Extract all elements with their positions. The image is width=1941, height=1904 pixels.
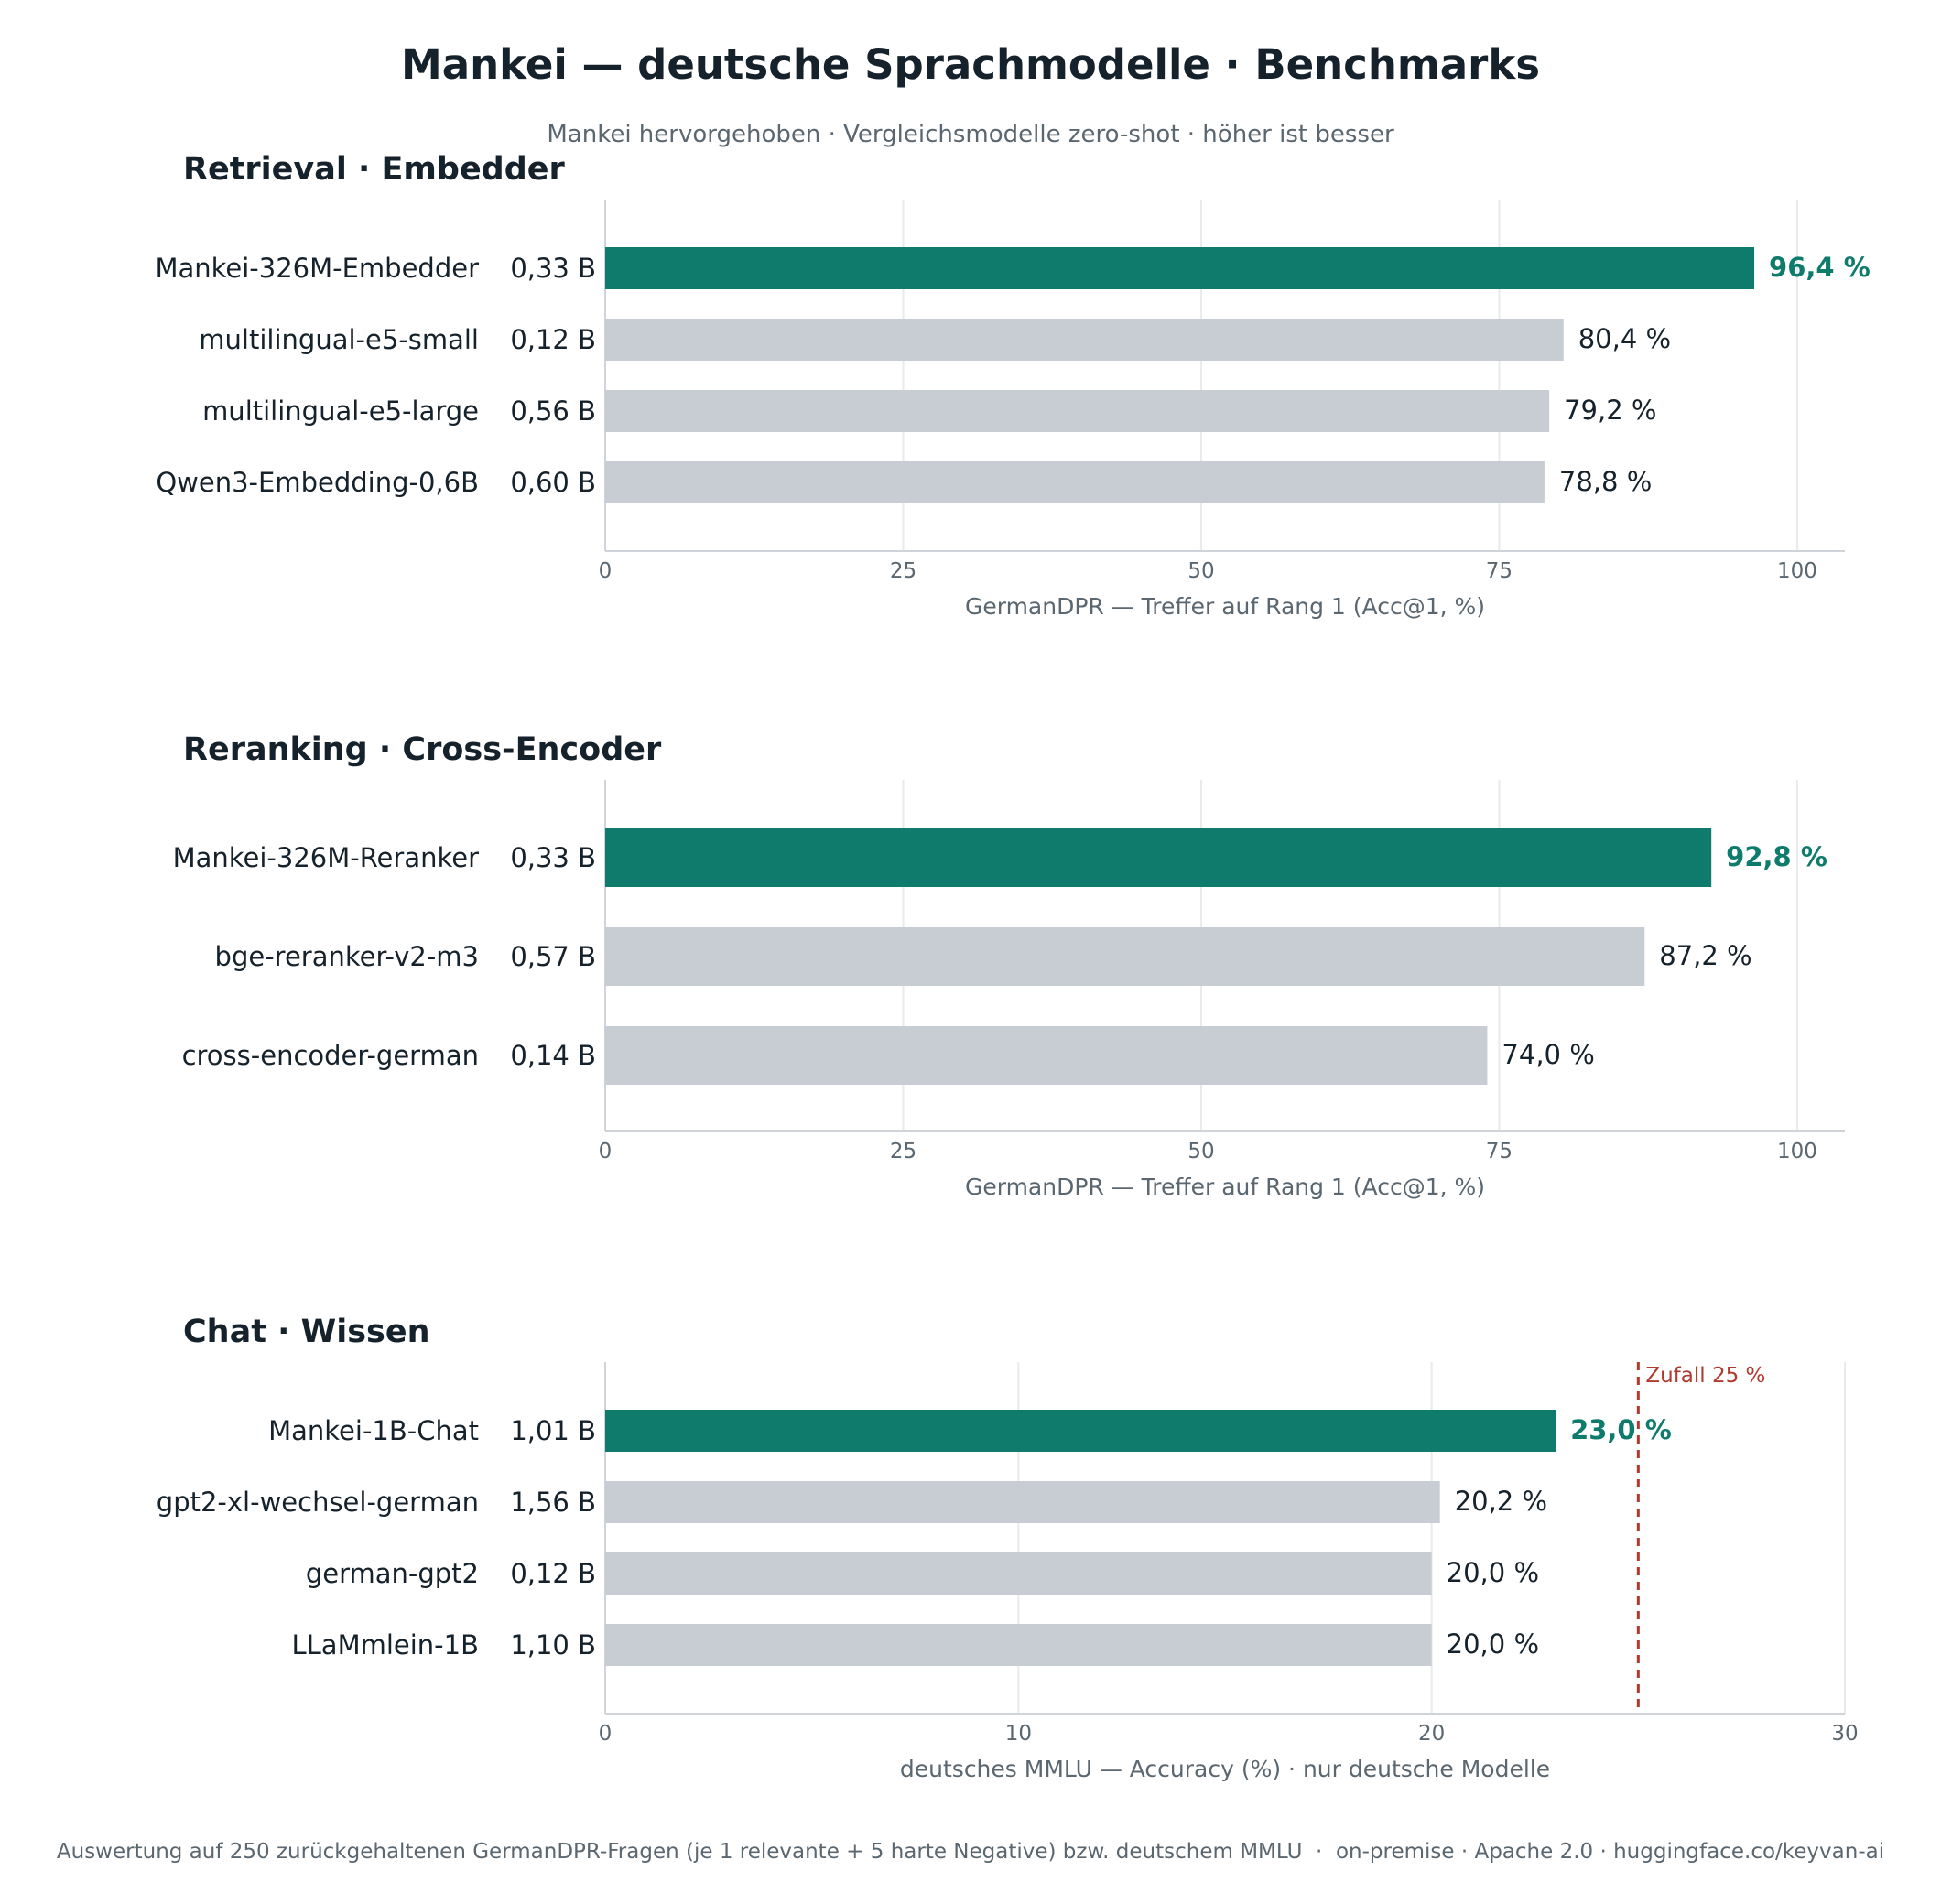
bar [605,247,1755,289]
x-tick-label: 50 [1187,559,1214,583]
x-tick-label: 0 [599,1722,613,1746]
model-size-label: 0,60 B [510,467,596,498]
bar [605,828,1712,887]
x-tick-label: 10 [1005,1722,1032,1746]
x-tick-label: 75 [1486,559,1513,583]
panel-3: Chat · Wissen 0 10 20 30 deutsches MMLU — Acc… [157,1314,1859,1782]
category-label: Qwen3-Embedding-0,6B [156,467,479,498]
value-label: 20,0 % [1447,1628,1539,1660]
x-axis-label: GermanDPR — Treffer auf Rang 1 (Acc@1, %… [965,1174,1485,1200]
x-tick-label: 0 [599,1140,613,1163]
model-size-label: 0,12 B [510,1558,596,1589]
x-tick-label: 30 [1831,1722,1858,1746]
bar [605,1026,1488,1085]
x-tick-label: 25 [890,1140,916,1163]
model-size-label: 1,56 B [510,1487,596,1518]
value-label: 78,8 % [1559,466,1652,497]
value-label: 87,2 % [1659,940,1751,971]
value-label: 80,4 % [1578,323,1671,354]
model-size-label: 0,56 B [510,395,596,427]
bar [605,927,1645,986]
model-size-label: 0,33 B [510,253,596,284]
model-size-label: 0,33 B [510,842,596,873]
x-tick-label: 0 [599,559,613,583]
bar [605,1624,1432,1666]
value-label: 96,4 % [1769,252,1871,283]
model-size-label: 0,14 B [510,1040,596,1071]
x-tick-label: 20 [1418,1722,1445,1746]
category-label: bge-reranker-v2-m3 [215,941,479,972]
panel-title: Chat · Wissen [183,1314,430,1350]
x-tick-label: 100 [1777,559,1817,583]
figure-subtitle: Mankei hervorgehoben · Vergleichsmodelle… [547,121,1394,148]
value-label: 20,2 % [1455,1486,1547,1517]
panel-1: Retrieval · Embedder 0 25 50 75 100 GermanDPR … [155,151,1870,620]
category-label: multilingual-e5-large [202,395,479,427]
model-size-label: 0,57 B [510,941,596,972]
bar [605,1410,1556,1452]
x-axis-label: GermanDPR — Treffer auf Rang 1 (Acc@1, %… [965,593,1485,620]
category-label: Mankei-326M-Reranker [173,842,479,873]
reference-line-label: Zufall 25 % [1645,1364,1765,1388]
panel-title: Retrieval · Embedder [183,151,566,188]
bar [605,1552,1432,1595]
value-label: 20,0 % [1447,1557,1539,1588]
category-label: german-gpt2 [306,1558,479,1589]
value-label: 74,0 % [1502,1039,1594,1070]
category-label: multilingual-e5-small [199,324,479,355]
category-label: gpt2-xl-wechsel-german [157,1487,479,1518]
x-tick-label: 75 [1486,1140,1513,1163]
category-label: Mankei-1B-Chat [268,1415,479,1446]
panel-2: Reranking · Cross-Encoder 0 25 50 75 100 Germa… [173,731,1845,1200]
x-tick-label: 50 [1187,1140,1214,1163]
category-label: LLaMmlein-1B [291,1629,479,1661]
x-tick-label: 100 [1777,1140,1817,1163]
bar [605,390,1550,432]
value-label: 92,8 % [1726,841,1827,872]
figure-footnote: Auswertung auf 250 zurückgehaltenen Germ… [57,1840,1884,1864]
category-label: cross-encoder-german [182,1040,479,1071]
value-label: 23,0 % [1570,1414,1672,1445]
x-axis-label: deutsches MMLU — Accuracy (%) · nur deut… [900,1756,1550,1782]
model-size-label: 1,01 B [510,1415,596,1446]
category-label: Mankei-326M-Embedder [155,253,479,284]
bar [605,1481,1440,1523]
panel-title: Reranking · Cross-Encoder [183,731,662,768]
bar [605,461,1545,503]
value-label: 79,2 % [1564,395,1656,426]
x-tick-label: 25 [890,559,916,583]
model-size-label: 0,12 B [510,324,596,355]
figure-title: Mankei — deutsche Sprachmodelle · Benchm… [401,40,1540,89]
model-size-label: 1,10 B [510,1629,596,1661]
bar [605,319,1564,361]
